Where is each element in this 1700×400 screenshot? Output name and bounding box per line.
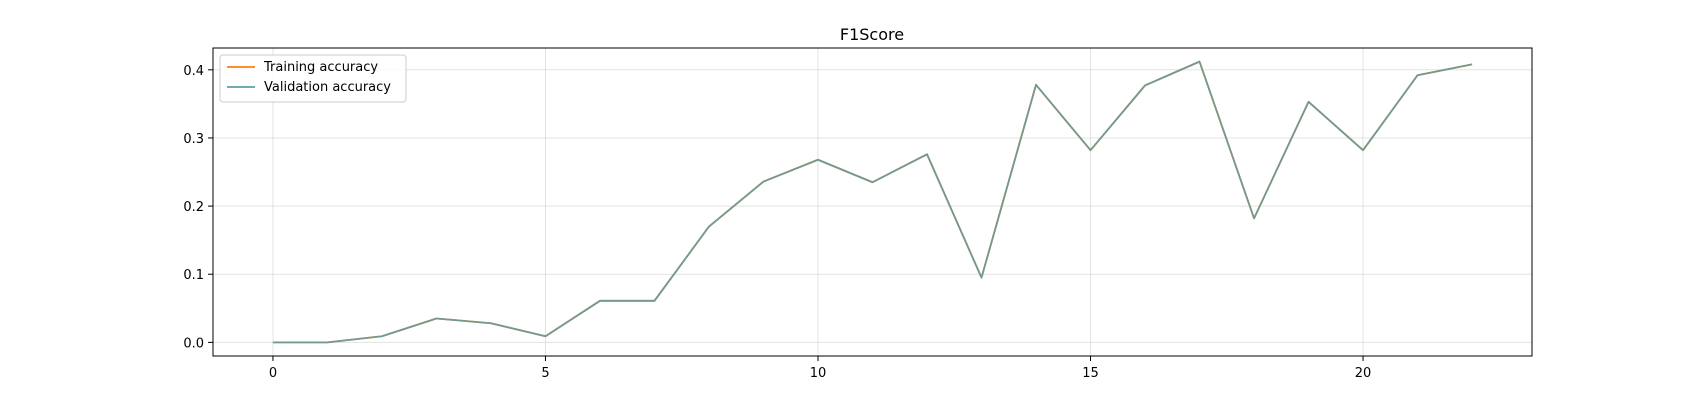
legend-label-training: Training accuracy [263,60,378,75]
x-tick-label: 0 [269,366,277,381]
legend: Training accuracy Validation accuracy [219,54,407,103]
grid [213,48,1532,356]
x-tick-label: 20 [1355,366,1372,381]
x-tick-label: 10 [810,366,827,381]
chart-title: F1Score [840,25,904,44]
legend-label-validation: Validation accuracy [264,80,391,95]
legend-box [219,54,407,103]
y-tick-label: 0.3 [183,132,204,147]
series-line-training-accuracy [272,60,1473,344]
y-tick-label: 0.0 [183,336,204,351]
x-tick-label: 5 [541,366,549,381]
series-line-validation-accuracy [272,60,1473,344]
y-tick-label: 0.2 [183,200,204,215]
plot-frame [212,47,1533,357]
axis-ticks: 0 5 10 15 20 0.0 0.1 0.2 0.3 0.4 [183,64,1371,381]
series-lines [272,60,1473,344]
x-tick-label: 15 [1082,366,1099,381]
y-tick-label: 0.4 [183,64,204,79]
y-tick-label: 0.1 [183,268,204,283]
